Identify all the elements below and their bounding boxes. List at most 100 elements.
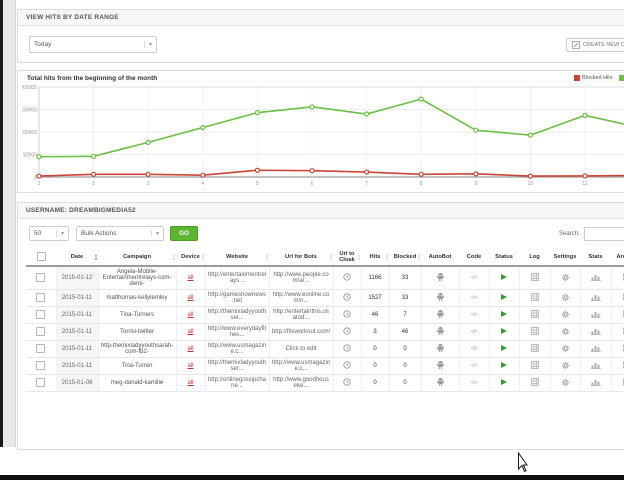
- device-link[interactable]: all: [187, 312, 194, 318]
- stats-icon[interactable]: [590, 273, 601, 282]
- gear-icon[interactable]: [561, 310, 570, 319]
- archive-icon[interactable]: [622, 310, 624, 318]
- url-for-bots-link[interactable]: http://entertainthis.usatod...: [273, 309, 329, 321]
- gear-icon[interactable]: [561, 293, 570, 302]
- device-link[interactable]: all: [187, 329, 194, 335]
- column-header-blocked[interactable]: Blocked ▴ ▾: [389, 249, 421, 267]
- play-icon[interactable]: [501, 328, 507, 334]
- android-icon[interactable]: [436, 272, 445, 282]
- android-icon[interactable]: [436, 377, 445, 387]
- column-header-hits[interactable]: Hits ▴ ▾: [361, 249, 389, 267]
- row-checkbox[interactable]: [36, 360, 46, 370]
- stats-icon[interactable]: [590, 344, 601, 353]
- gear-icon[interactable]: [561, 344, 570, 353]
- play-icon[interactable]: [501, 379, 507, 385]
- device-link[interactable]: all: [187, 346, 194, 352]
- archive-icon[interactable]: [622, 293, 624, 301]
- log-icon[interactable]: [530, 344, 539, 352]
- log-icon[interactable]: [530, 378, 539, 386]
- url-for-bots-link[interactable]: http://www.usmagazine.c...: [271, 360, 331, 372]
- sort-icon[interactable]: ▴ ▾: [94, 252, 97, 261]
- column-header-website[interactable]: Website ▴ ▾: [205, 249, 269, 267]
- column-header-url_to_cloak[interactable]: Url to Cloak ▴ ▾: [333, 249, 361, 267]
- row-checkbox[interactable]: [36, 326, 46, 336]
- clock-icon[interactable]: [343, 327, 351, 335]
- sort-icon[interactable]: ▴ ▾: [385, 252, 388, 261]
- website-link[interactable]: http://themixladyyouthser...: [207, 360, 267, 372]
- clock-icon[interactable]: [343, 293, 351, 301]
- url-for-bots-link[interactable]: http://fitsworkout.com/: [271, 329, 331, 335]
- website-link[interactable]: http://onlinegossipchane...: [207, 377, 267, 389]
- sort-icon[interactable]: ▴ ▾: [357, 252, 360, 261]
- log-icon[interactable]: [530, 361, 539, 369]
- android-icon[interactable]: [436, 360, 445, 370]
- clock-icon[interactable]: [343, 344, 351, 352]
- url-for-bots-link[interactable]: http://www.people.com/ar...: [273, 272, 329, 284]
- url-for-bots-link[interactable]: Click to edit: [285, 346, 317, 352]
- stats-icon[interactable]: [590, 310, 601, 319]
- gear-icon[interactable]: [561, 378, 570, 387]
- row-checkbox[interactable]: [36, 343, 46, 353]
- log-icon[interactable]: [530, 293, 539, 301]
- archive-icon[interactable]: [622, 327, 624, 335]
- clock-icon[interactable]: [343, 310, 351, 318]
- android-icon[interactable]: [436, 309, 445, 319]
- website-link[interactable]: http://www.everydayfitnes...: [207, 326, 267, 338]
- play-icon[interactable]: [501, 294, 507, 300]
- device-link[interactable]: all: [187, 380, 194, 386]
- date-range-select[interactable]: Today ▾: [29, 36, 157, 53]
- archive-icon[interactable]: [622, 344, 624, 352]
- sort-icon[interactable]: ▴ ▾: [172, 252, 175, 261]
- play-icon[interactable]: [501, 362, 507, 368]
- stats-icon[interactable]: [590, 293, 601, 302]
- column-header-date[interactable]: Date ▴ ▾: [56, 249, 98, 267]
- column-header-url_for_bots[interactable]: Url for Bots ▴ ▾: [269, 249, 333, 267]
- stats-icon[interactable]: [590, 378, 601, 387]
- row-checkbox[interactable]: [36, 309, 46, 319]
- sort-icon[interactable]: ▴ ▾: [265, 252, 268, 261]
- play-icon[interactable]: [501, 311, 507, 317]
- device-link[interactable]: all: [187, 275, 194, 281]
- url-for-bots-link[interactable]: http://www.goodhouseke...: [273, 377, 329, 389]
- page-size-select[interactable]: 50 ▾: [29, 226, 69, 241]
- android-icon[interactable]: [436, 343, 445, 353]
- bulk-actions-select[interactable]: Bulk Actions ▾: [76, 226, 164, 241]
- archive-icon[interactable]: [622, 273, 624, 281]
- column-header-device[interactable]: Device ▴ ▾: [176, 249, 205, 267]
- stats-icon[interactable]: [590, 327, 601, 336]
- select-all-checkbox[interactable]: [36, 251, 46, 261]
- archive-icon[interactable]: [622, 361, 624, 369]
- device-link[interactable]: all: [187, 295, 194, 301]
- sort-icon[interactable]: ▴ ▾: [201, 252, 204, 261]
- log-icon[interactable]: [530, 310, 539, 318]
- create-new-campaign-button[interactable]: CREATE NEW CAMPAIGN: [566, 38, 624, 52]
- row-checkbox[interactable]: [36, 377, 46, 387]
- row-checkbox[interactable]: [36, 272, 46, 282]
- search-input[interactable]: [583, 227, 624, 241]
- column-header-campaign[interactable]: Campaign ▴ ▾: [98, 249, 176, 267]
- log-icon[interactable]: [530, 273, 539, 281]
- clock-icon[interactable]: [343, 361, 351, 369]
- website-link[interactable]: http://themixladyyouthser...: [207, 309, 267, 321]
- play-icon[interactable]: [501, 274, 507, 280]
- sort-icon[interactable]: ▴ ▾: [417, 252, 420, 261]
- gear-icon[interactable]: [561, 327, 570, 336]
- website-link[interactable]: http://gameshownews.net: [207, 292, 267, 304]
- sort-icon[interactable]: ▴ ▾: [329, 252, 332, 261]
- log-icon[interactable]: [530, 327, 539, 335]
- archive-icon[interactable]: [622, 378, 624, 386]
- url-for-bots-link[interactable]: http://www.eonline.com/n...: [272, 292, 330, 304]
- gear-icon[interactable]: [561, 361, 570, 370]
- android-icon[interactable]: [436, 326, 445, 336]
- website-link[interactable]: http://www.usmagazine.c...: [207, 343, 267, 355]
- stats-icon[interactable]: [590, 361, 601, 370]
- device-link[interactable]: all: [187, 363, 194, 369]
- android-icon[interactable]: [436, 292, 445, 302]
- row-checkbox[interactable]: [36, 292, 46, 302]
- play-icon[interactable]: [501, 345, 507, 351]
- clock-icon[interactable]: [343, 378, 351, 386]
- go-button[interactable]: GO: [170, 226, 198, 241]
- gear-icon[interactable]: [561, 273, 570, 282]
- clock-icon[interactable]: [343, 273, 351, 281]
- website-link[interactable]: http://entertainmentrelays...: [207, 272, 267, 284]
